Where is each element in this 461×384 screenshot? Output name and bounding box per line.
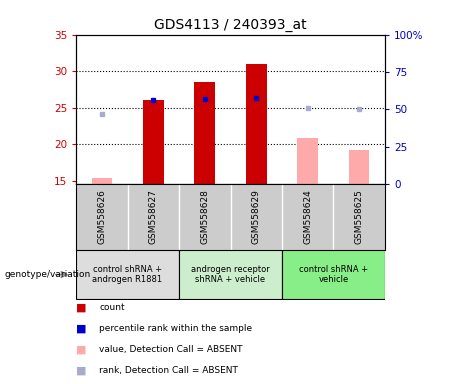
Text: count: count	[99, 303, 125, 312]
Text: GSM558628: GSM558628	[200, 190, 209, 244]
Text: control shRNA +
androgen R1881: control shRNA + androgen R1881	[93, 265, 163, 284]
Text: percentile rank within the sample: percentile rank within the sample	[99, 324, 252, 333]
Text: GSM558625: GSM558625	[355, 190, 364, 244]
Text: genotype/variation: genotype/variation	[5, 270, 91, 279]
Bar	[143, 100, 164, 184]
Text: ■: ■	[76, 344, 87, 354]
Bar	[246, 64, 266, 184]
Text: GSM558627: GSM558627	[149, 190, 158, 244]
Text: GSM558629: GSM558629	[252, 190, 261, 244]
Bar	[195, 82, 215, 184]
Text: GSM558624: GSM558624	[303, 190, 312, 244]
Text: GSM558626: GSM558626	[97, 190, 106, 244]
Bar	[282, 250, 385, 299]
Text: rank, Detection Call = ABSENT: rank, Detection Call = ABSENT	[99, 366, 238, 375]
Text: ■: ■	[76, 302, 87, 312]
Bar	[91, 178, 112, 184]
Title: GDS4113 / 240393_at: GDS4113 / 240393_at	[154, 18, 307, 32]
Text: ■: ■	[76, 323, 87, 333]
Text: value, Detection Call = ABSENT: value, Detection Call = ABSENT	[99, 345, 242, 354]
Text: control shRNA +
vehicle: control shRNA + vehicle	[299, 265, 368, 284]
Bar	[179, 250, 282, 299]
Text: ■: ■	[76, 366, 87, 376]
Bar	[349, 150, 369, 184]
Text: androgen receptor
shRNA + vehicle: androgen receptor shRNA + vehicle	[191, 265, 270, 284]
Bar	[76, 250, 179, 299]
Bar	[297, 138, 318, 184]
